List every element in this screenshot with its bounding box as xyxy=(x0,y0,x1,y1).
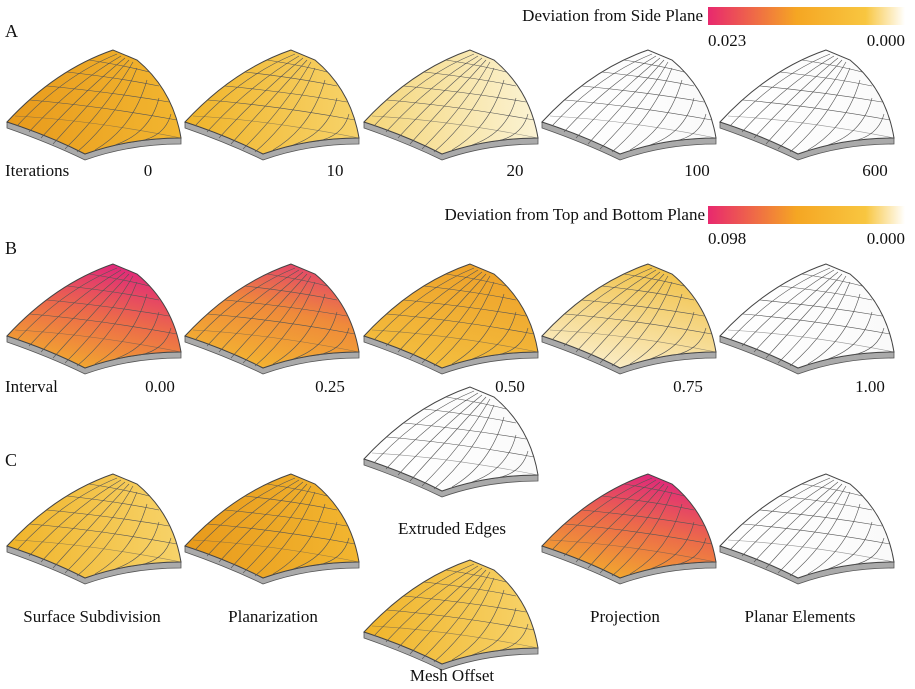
vault-rendering xyxy=(364,264,538,374)
renderings xyxy=(7,50,894,670)
axis-label: Interval xyxy=(5,377,58,396)
vault-rendering xyxy=(7,264,181,374)
legend-max: 0.023 xyxy=(708,31,746,50)
panel-label: B xyxy=(5,238,17,258)
vault-rendering xyxy=(720,50,894,160)
vault-rendering xyxy=(185,264,359,374)
figure: A B C Deviation from Side Plane 0.023 0.… xyxy=(0,0,915,689)
step-label: 0.75 xyxy=(673,377,703,396)
vault-rendering xyxy=(542,474,716,584)
legend-min: 0.000 xyxy=(867,31,905,50)
vault-rendering xyxy=(364,387,538,497)
vault-rendering xyxy=(185,474,359,584)
legend-min: 0.000 xyxy=(867,229,905,248)
stage-label: Planar Elements xyxy=(745,607,856,626)
stage-label: Surface Subdivision xyxy=(23,607,161,626)
step-label: 0.25 xyxy=(315,377,345,396)
vault-rendering xyxy=(364,50,538,160)
stage-label: Mesh Offset xyxy=(410,666,494,685)
axis-label: Iterations xyxy=(5,161,69,180)
vault-rendering xyxy=(185,50,359,160)
step-label: 10 xyxy=(327,161,344,180)
step-label: 100 xyxy=(684,161,710,180)
vault-rendering xyxy=(720,474,894,584)
step-label: 20 xyxy=(507,161,524,180)
panel-label: A xyxy=(5,21,18,41)
legend-bar xyxy=(708,7,905,25)
stage-label: Extruded Edges xyxy=(398,519,506,538)
step-label: 1.00 xyxy=(855,377,885,396)
step-label: 0.00 xyxy=(145,377,175,396)
legend-title: Deviation from Top and Bottom Plane xyxy=(444,205,705,224)
step-label: 0.50 xyxy=(495,377,525,396)
stage-label: Planarization xyxy=(228,607,318,626)
vault-rendering xyxy=(7,474,181,584)
vault-rendering xyxy=(542,264,716,374)
vault-rendering xyxy=(364,560,538,670)
panel-label: C xyxy=(5,450,17,470)
stage-label: Projection xyxy=(590,607,660,626)
step-label: 0 xyxy=(144,161,153,180)
step-label: 600 xyxy=(862,161,888,180)
vault-rendering xyxy=(542,50,716,160)
vault-rendering xyxy=(7,50,181,160)
legend-title: Deviation from Side Plane xyxy=(522,6,703,25)
legend-bar xyxy=(708,206,905,224)
vault-rendering xyxy=(720,264,894,374)
legend-max: 0.098 xyxy=(708,229,746,248)
